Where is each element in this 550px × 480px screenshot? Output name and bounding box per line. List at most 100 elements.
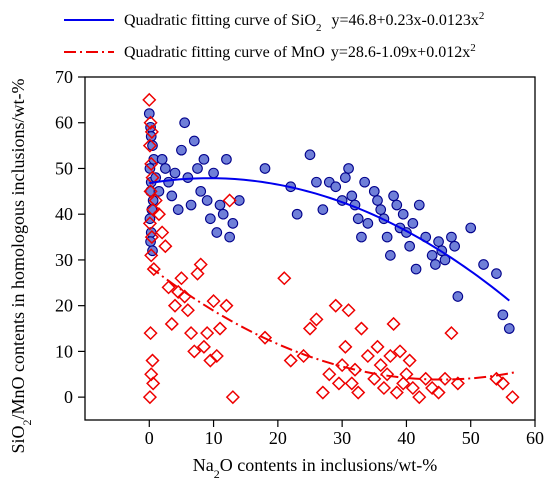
- sio2-data-point: [478, 259, 489, 270]
- mno-data-point: [335, 358, 350, 373]
- mno-data-point: [225, 390, 240, 405]
- axes: 0 10 20 30 40 50 60 0 10 20 30 40 50 60 70: [55, 67, 544, 448]
- legend-sio2-equation: y=46.8+0.23x-0.0123x: [331, 12, 478, 29]
- mno-data-point: [144, 124, 159, 139]
- sio2-data-point: [166, 190, 178, 202]
- plot-area: [142, 92, 520, 405]
- sio2-data-point: [224, 231, 235, 243]
- mno-data-point: [155, 225, 170, 240]
- sio2-data-point: [426, 250, 438, 261]
- sio2-fit-curve: [149, 177, 510, 302]
- y-axis-tick-label: 20: [55, 296, 73, 316]
- sio2-data-point: [385, 250, 396, 261]
- mno-data-point: [164, 316, 179, 332]
- x-axis-tick-label: 60: [526, 428, 544, 448]
- mno-data-point: [351, 385, 366, 400]
- mno-data-point: [212, 321, 228, 336]
- mno-data-point: [184, 326, 199, 341]
- mno-data-point: [142, 92, 157, 107]
- x-axis-tick-label: 10: [205, 428, 223, 448]
- mno-data-point: [206, 294, 221, 309]
- mno-data-point: [309, 312, 324, 327]
- sio2-data-point: [439, 254, 451, 266]
- mno-data-point: [376, 380, 391, 396]
- sio2-data-point: [182, 172, 194, 183]
- mno-data-point: [450, 376, 465, 391]
- x-axis-title-main: Na: [193, 455, 214, 475]
- sio2-data-point: [407, 217, 419, 229]
- mno-data-point: [142, 138, 157, 153]
- mno-data-point: [209, 348, 224, 364]
- mno-data-point: [200, 326, 215, 341]
- y-axis-title-rest: /MnO contents in homologous inclusions/w…: [8, 78, 28, 419]
- mno-data-point: [145, 353, 160, 368]
- sio2-data-point: [143, 108, 155, 119]
- sio2-data-point: [291, 208, 303, 220]
- legend-mno-label: Quadratic fitting curve of MnO y=28.6-1.0…: [124, 42, 476, 61]
- y-axis-tick-label: 50: [55, 158, 73, 178]
- mno-data-point: [412, 390, 427, 405]
- sio2-data-point: [343, 163, 354, 174]
- mno-data-point: [392, 344, 408, 359]
- sio2-data-point: [311, 176, 322, 188]
- sio2-data-point: [359, 176, 370, 188]
- mno-data-point: [315, 385, 330, 400]
- sio2-data-point: [214, 199, 226, 211]
- mno-data-point: [257, 330, 273, 345]
- mno-data-point: [174, 271, 189, 286]
- y-axis-tick-label: 70: [55, 67, 73, 87]
- sio2-data-point: [221, 153, 232, 165]
- mno-data-point: [144, 248, 159, 263]
- sio2-data-point: [446, 231, 457, 243]
- mno-data-point: [148, 193, 163, 208]
- y-axis-tick-label: 0: [64, 387, 73, 407]
- mno-data-point: [341, 303, 356, 318]
- x-axis-tick-label: 20: [269, 428, 287, 448]
- x-axis-tick-label: 40: [397, 428, 415, 448]
- sio2-data-point: [388, 190, 399, 202]
- sio2-data-point: [217, 208, 229, 220]
- x-axis-tick-label: 0: [145, 428, 154, 448]
- y-axis-title-subscript: 2: [20, 419, 34, 425]
- x-axis-tick-label: 30: [333, 428, 351, 448]
- sio2-data-point: [144, 213, 156, 225]
- sio2-data-point: [465, 222, 477, 234]
- mno-data-point: [425, 380, 440, 396]
- mno-data-point: [489, 371, 504, 386]
- sio2-data-point: [153, 185, 165, 197]
- mno-data-point: [396, 376, 411, 391]
- y-axis-title: SiO2/MnO contents in homologous inclusio…: [8, 78, 34, 453]
- mno-data-point: [402, 353, 417, 368]
- sio2-data-point: [410, 263, 422, 275]
- mno-data-point: [145, 170, 160, 185]
- sio2-data-point: [172, 204, 184, 215]
- sio2-data-point: [205, 213, 216, 225]
- mno-data-point: [386, 316, 401, 332]
- sio2-data-point: [372, 195, 383, 206]
- sio2-data-point: [397, 208, 409, 220]
- mno-data-point: [399, 367, 414, 382]
- sio2-data-point: [195, 185, 207, 197]
- y-axis-tick-label: 10: [55, 341, 73, 361]
- mno-data-point: [389, 385, 404, 400]
- mno-data-point: [338, 339, 353, 354]
- mno-data-point: [444, 326, 459, 341]
- mno-data-point: [144, 156, 159, 171]
- sio2-data-point: [179, 117, 190, 129]
- x-axis-title-subscript: 2: [214, 467, 220, 480]
- mno-data-point: [347, 362, 363, 377]
- sio2-data-point: [362, 217, 374, 229]
- sio2-data-point: [503, 323, 515, 334]
- sio2-data-point: [449, 240, 460, 252]
- mno-data-point: [144, 230, 159, 245]
- mno-data-point: [405, 380, 420, 396]
- mno-data-point: [367, 371, 382, 386]
- legend-mno-equation: y=28.6-1.09x+0.012x: [331, 44, 470, 61]
- sio2-data-point: [497, 309, 509, 321]
- mno-data-point: [437, 371, 453, 386]
- sio2-data-point: [160, 163, 171, 174]
- sio2-data-point: [404, 240, 415, 252]
- mno-data-point: [370, 339, 385, 354]
